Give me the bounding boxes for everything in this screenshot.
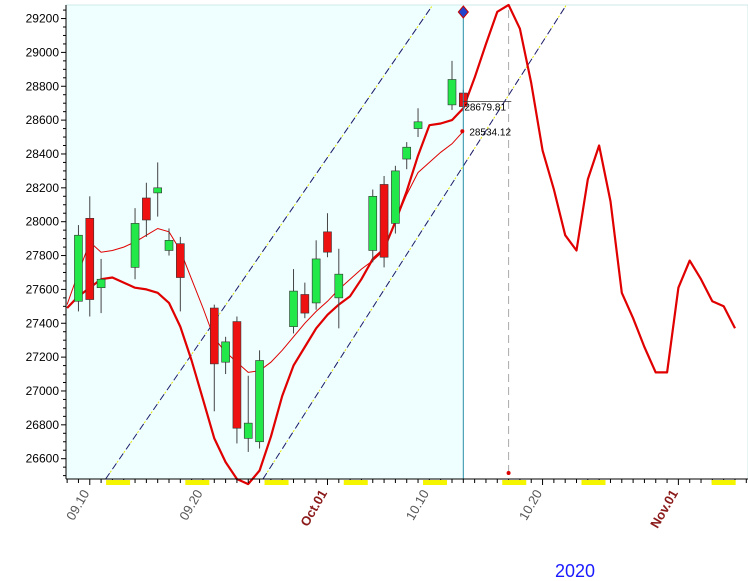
weekend-band	[106, 480, 131, 485]
y-tick-label: 27600	[26, 282, 60, 296]
candle	[232, 316, 242, 444]
axes: 26600 26800 27000 27200 27400 27600 27800 28000…	[26, 5, 748, 531]
y-tick-label: 28800	[26, 79, 60, 93]
y-tick-label: 26800	[26, 418, 60, 432]
candle-body	[96, 278, 106, 289]
candle-body	[368, 195, 378, 251]
x-tick-label: 10.20	[516, 487, 545, 523]
x-tick-label: 09.10	[63, 487, 92, 523]
ma-fast-line	[66, 3, 736, 486]
markers: 28679.81 28534.12	[457, 5, 511, 479]
candle	[300, 282, 310, 319]
candle	[334, 248, 344, 329]
y-tick-label: 27800	[26, 249, 60, 263]
y-tick-label: 27400	[26, 316, 60, 330]
candle	[74, 225, 83, 312]
candle-body	[379, 184, 389, 258]
candle-body	[391, 170, 400, 224]
candle	[413, 108, 423, 138]
weekend-band	[343, 480, 368, 485]
y-tick-label: 28400	[26, 147, 60, 161]
candle-body	[221, 341, 230, 363]
x-tick-label: 10.10	[403, 487, 432, 523]
history-area	[66, 5, 464, 479]
candle	[402, 142, 412, 170]
candle-body	[413, 121, 423, 129]
candle-body	[153, 187, 162, 194]
weekend-band	[264, 480, 289, 485]
candle	[164, 228, 174, 256]
candle	[209, 304, 219, 412]
candle-body	[142, 197, 151, 221]
candle	[447, 60, 457, 110]
candle-body	[209, 307, 219, 365]
candle	[289, 269, 298, 334]
candle	[255, 350, 264, 449]
candle	[85, 196, 95, 317]
current-day-marker	[457, 5, 469, 19]
tooltip-ma-dot	[460, 129, 465, 134]
candle	[96, 258, 106, 314]
candle-body	[176, 243, 185, 278]
y-tick-label: 27000	[26, 384, 60, 398]
candle-body	[334, 273, 344, 299]
tooltip-close-value: 28679.81	[464, 103, 506, 114]
weekend-band	[185, 480, 210, 485]
candle	[368, 189, 378, 263]
candle-body	[164, 240, 174, 251]
candle	[142, 182, 151, 237]
candle-body	[402, 146, 412, 160]
candle	[221, 336, 230, 375]
weekend-band	[423, 480, 448, 485]
candle	[323, 213, 332, 258]
weekend-band	[711, 480, 736, 485]
candle-body	[232, 321, 242, 429]
y-tick-label: 28600	[26, 113, 60, 127]
candle-body	[243, 422, 253, 439]
candle-body	[311, 258, 321, 304]
tooltip-ma-value: 28534.12	[469, 127, 511, 138]
candle	[243, 375, 253, 452]
x-tick-label: Oct.01	[297, 487, 330, 529]
y-tick-label: 28000	[26, 215, 60, 229]
candle	[153, 162, 162, 217]
candle	[379, 175, 389, 268]
candle-body	[289, 290, 298, 327]
x-tick-label: Nov.01	[647, 487, 681, 531]
channel-lower-line-accent	[262, 4, 567, 480]
candle-body	[323, 231, 332, 253]
y-tick-label: 27200	[26, 350, 60, 364]
forecast-peak-dot	[506, 471, 511, 475]
y-tick-label: 29200	[26, 12, 60, 26]
y-tick-label: 29000	[26, 45, 60, 59]
candle	[176, 236, 185, 312]
candle	[130, 208, 140, 280]
weekend-band	[502, 480, 527, 485]
candle-body	[300, 294, 310, 314]
candle-body	[85, 218, 95, 300]
year-label: 2020	[555, 561, 595, 581]
x-tick-label: 09.20	[176, 487, 205, 523]
candle	[391, 165, 400, 234]
candlesticks	[74, 60, 468, 452]
weekend-band	[581, 480, 606, 485]
trend-channel	[105, 4, 567, 480]
candle-body	[255, 360, 264, 443]
candle	[311, 240, 321, 310]
candle-body	[74, 234, 83, 302]
candle-body	[130, 223, 140, 268]
candle-body	[447, 79, 457, 106]
y-tick-label: 28200	[26, 181, 60, 195]
y-tick-label: 26600	[26, 452, 60, 466]
channel-lower-line	[262, 4, 567, 480]
